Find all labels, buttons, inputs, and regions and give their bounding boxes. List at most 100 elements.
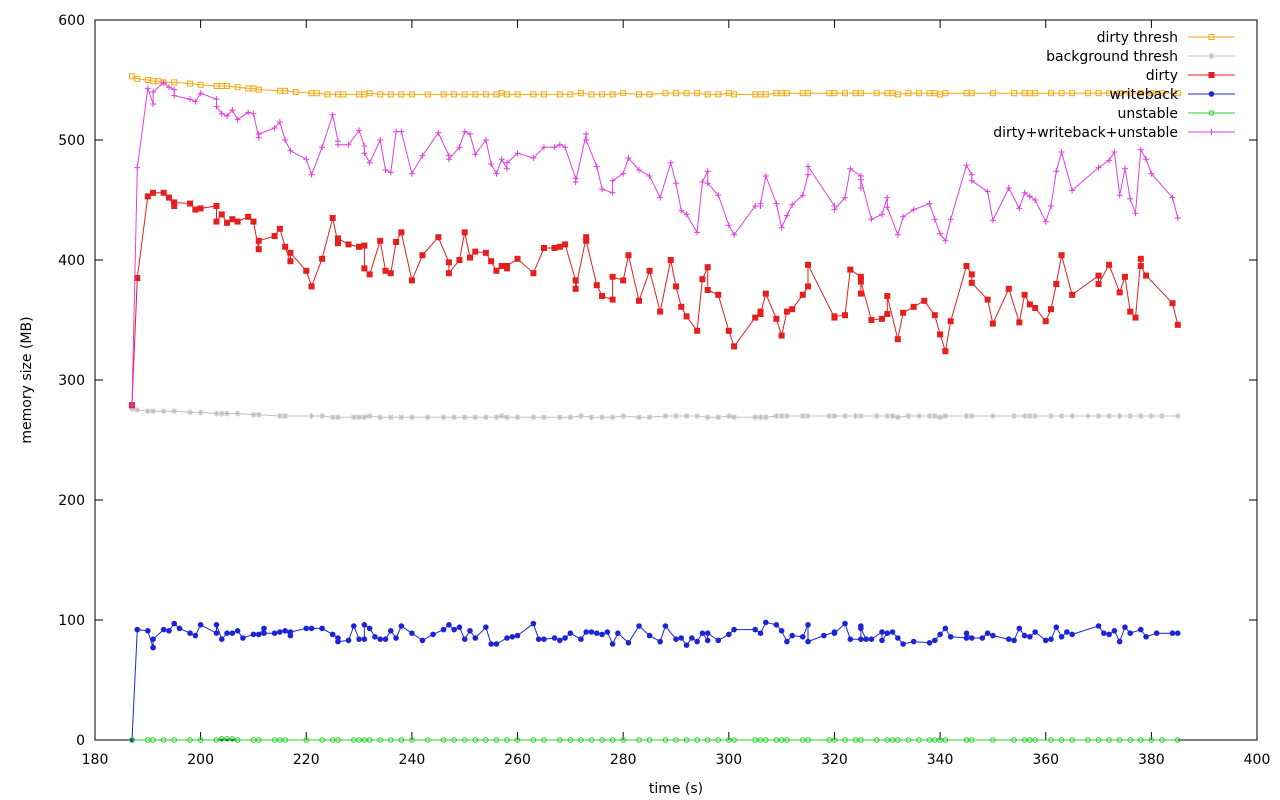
data-point-dirty	[562, 241, 569, 248]
data-point-writeback	[356, 636, 362, 642]
data-point-dirty-thresh	[694, 90, 701, 97]
data-point-dirty	[799, 291, 806, 298]
data-point-writeback	[1127, 630, 1134, 636]
data-point-dirty-writeback-unstable	[1148, 170, 1155, 177]
data-point-dirty-writeback-unstable	[694, 229, 701, 236]
data-point-dirty	[694, 327, 701, 334]
data-point-unstable	[234, 737, 241, 743]
data-point-background-thresh	[171, 408, 178, 415]
data-point-writeback	[1169, 630, 1176, 636]
x-tick-label: 300	[715, 752, 742, 768]
data-point-dirty-writeback-unstable	[128, 402, 135, 409]
data-point-unstable	[472, 737, 479, 743]
data-point-dirty	[488, 258, 495, 265]
data-point-dirty-thresh	[567, 91, 574, 98]
data-point-unstable	[567, 737, 574, 743]
data-point-writeback	[757, 630, 764, 636]
data-point-dirty-writeback-unstable	[408, 170, 415, 177]
data-point-dirty-writeback-unstable	[377, 137, 384, 143]
data-point-dirty	[171, 199, 178, 206]
data-point-writeback	[1111, 628, 1118, 634]
data-point-background-thresh	[715, 414, 722, 421]
data-point-dirty	[287, 249, 294, 256]
data-point-dirty-writeback-unstable	[361, 150, 368, 157]
data-point-unstable	[171, 737, 178, 743]
data-point-dirty-thresh	[1032, 90, 1039, 97]
series-layer	[128, 73, 1181, 743]
data-point-dirty	[255, 237, 262, 244]
data-point-writeback	[150, 644, 156, 651]
data-point-writeback	[567, 630, 574, 636]
data-point-dirty	[1106, 261, 1113, 268]
data-point-dirty	[1132, 314, 1139, 321]
data-point-writeback	[240, 635, 246, 641]
data-point-dirty	[192, 206, 199, 213]
data-point-dirty	[884, 293, 891, 299]
series-background-thresh	[128, 405, 1181, 421]
data-point-dirty	[308, 283, 315, 290]
data-point-background-thresh	[799, 413, 806, 419]
data-point-background-thresh	[725, 413, 732, 419]
data-point-unstable	[493, 737, 500, 743]
data-point-dirty-thresh	[636, 91, 643, 98]
data-point-background-thresh	[160, 408, 167, 415]
data-point-unstable	[129, 737, 135, 743]
legend-label-writeback: writeback	[1110, 87, 1179, 103]
data-point-unstable	[461, 737, 468, 743]
data-point-background-thresh	[778, 413, 785, 419]
data-point-unstable	[504, 737, 510, 743]
data-point-dirty-writeback-unstable	[799, 192, 806, 199]
data-point-unstable	[778, 737, 785, 743]
data-point-dirty	[514, 255, 521, 262]
data-point-dirty-writeback-unstable	[345, 141, 352, 148]
data-point-dirty-thresh	[1069, 90, 1076, 97]
data-point-background-thresh	[942, 413, 949, 419]
data-point-writeback	[1048, 636, 1054, 642]
data-point-unstable	[620, 737, 626, 743]
data-point-unstable	[541, 737, 547, 743]
data-point-background-thresh	[636, 414, 643, 421]
x-axis-label: time (s)	[649, 781, 703, 797]
data-point-dirty-writeback-unstable	[361, 143, 368, 149]
data-point-dirty	[356, 243, 363, 250]
data-point-writeback	[673, 636, 679, 642]
data-point-dirty	[134, 275, 141, 281]
data-point-background-thresh	[514, 414, 521, 421]
data-point-writeback	[504, 635, 510, 641]
data-point-dirty-writeback-unstable	[503, 159, 510, 166]
data-point-unstable	[277, 737, 283, 743]
data-point-unstable	[255, 737, 262, 743]
data-point-dirty	[493, 267, 500, 274]
data-point-writeback	[171, 620, 178, 627]
data-point-dirty	[197, 205, 204, 212]
series-line-unstable	[132, 738, 1178, 741]
data-point-background-thresh	[915, 413, 922, 419]
data-point-dirty-writeback-unstable	[1016, 205, 1023, 212]
data-point-background-thresh	[276, 413, 283, 419]
data-point-dirty	[968, 279, 975, 286]
data-point-dirty-writeback-unstable	[857, 176, 864, 183]
data-point-writeback	[762, 619, 769, 626]
data-point-unstable	[799, 737, 806, 743]
data-point-dirty-writeback-unstable	[857, 185, 864, 191]
data-point-dirty-writeback-unstable	[171, 86, 178, 93]
data-point-dirty	[1058, 252, 1065, 259]
y-tick-label: 500	[58, 133, 85, 149]
data-point-background-thresh	[1026, 413, 1033, 419]
data-point-unstable	[160, 737, 167, 743]
data-point-dirty-writeback-unstable	[282, 137, 289, 143]
data-point-dirty-thresh	[715, 91, 722, 98]
data-point-dirty-writeback-unstable	[572, 179, 579, 185]
data-point-background-thresh	[350, 414, 357, 421]
data-point-dirty	[657, 308, 664, 315]
series-unstable	[129, 736, 1181, 743]
data-point-dirty-thresh	[134, 75, 141, 82]
data-point-writeback	[255, 631, 262, 638]
data-point-dirty-thresh	[683, 90, 690, 97]
legend-label-dirty: dirty	[1146, 68, 1178, 84]
data-point-dirty-writeback-unstable	[271, 125, 278, 131]
data-point-background-thresh	[329, 414, 336, 421]
data-point-dirty-thresh	[224, 83, 231, 89]
data-point-background-thresh	[683, 413, 690, 419]
data-point-dirty-thresh	[424, 91, 431, 98]
